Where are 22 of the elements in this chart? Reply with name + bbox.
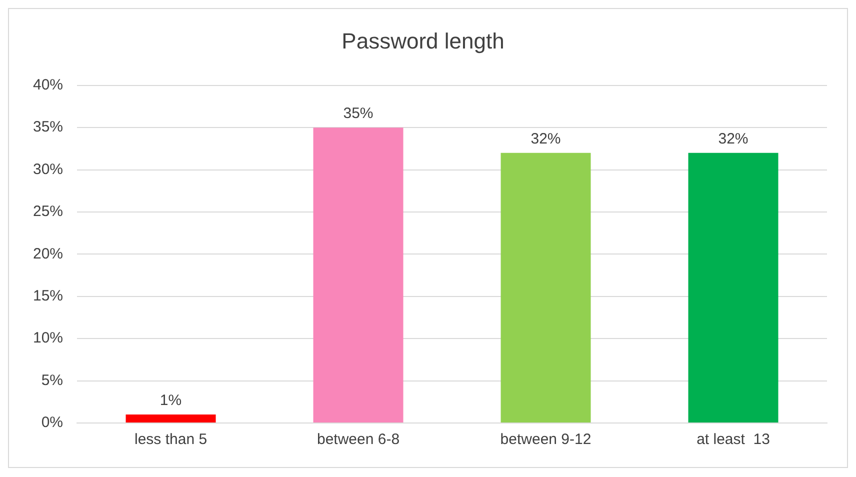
data-label: 32% [718, 130, 748, 148]
x-tick-label: between 9-12 [500, 431, 592, 448]
y-tick-label: 30% [32, 160, 64, 178]
x-tick-label: less than 5 [134, 431, 208, 448]
data-label: 1% [160, 392, 182, 410]
y-tick-label: 25% [32, 203, 64, 220]
x-tick-label: between 6-8 [316, 431, 400, 448]
y-tick-label: 20% [32, 245, 64, 262]
data-label: 35% [343, 105, 374, 122]
y-tick-label: 10% [32, 330, 64, 347]
y-tick-label: 0% [41, 414, 64, 432]
bar [500, 152, 591, 422]
bar [688, 152, 778, 422]
y-tick-label: 15% [32, 288, 64, 305]
y-tick-label: 35% [32, 118, 64, 136]
bar [313, 128, 404, 422]
bar [126, 414, 216, 422]
y-tick-label: 5% [41, 372, 64, 389]
chart-title: Password length [342, 28, 504, 54]
y-tick-label: 40% [32, 76, 64, 94]
x-tick-label: at least 13 [696, 431, 770, 448]
data-label: 32% [530, 130, 561, 148]
